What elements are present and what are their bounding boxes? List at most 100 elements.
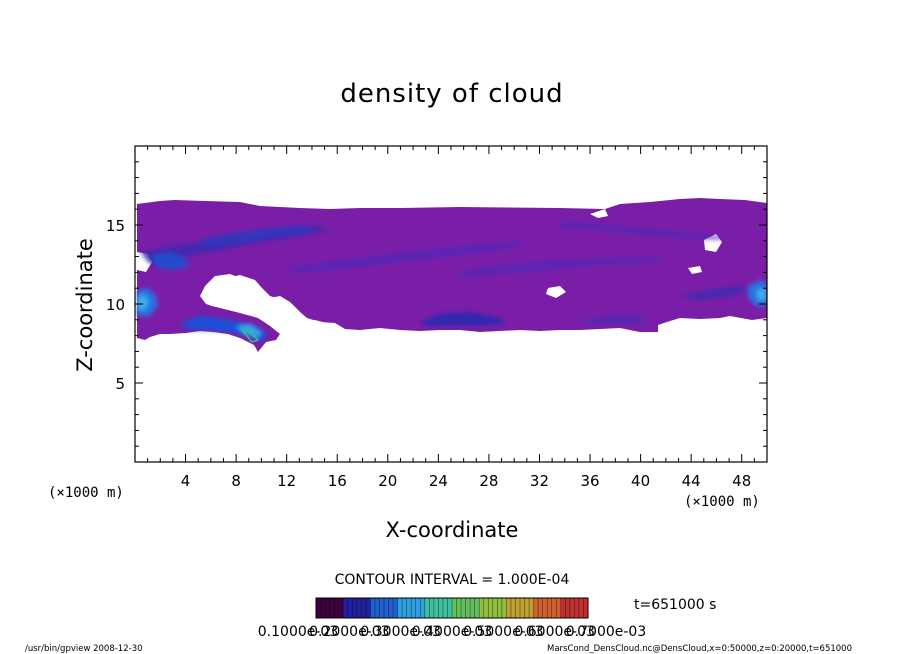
- x-tick-label: 20: [378, 472, 397, 490]
- colorbar-segment: [370, 598, 376, 618]
- colorbar-segment: [447, 598, 453, 618]
- colorbar-segment: [415, 598, 421, 618]
- y-tick-label: 5: [115, 375, 125, 393]
- colorbar-segment: [393, 598, 399, 618]
- colorbar-segment: [411, 598, 417, 618]
- colorbar-segment: [456, 598, 462, 618]
- colorbar-segment: [329, 598, 335, 618]
- colorbar-tick-label: 0.1000e-03: [258, 624, 338, 640]
- colorbar-segment: [510, 598, 516, 618]
- streak-mid-3: [560, 222, 722, 240]
- colorbar-tick-label: 0.6000e-03: [514, 624, 594, 640]
- y-axis-label: Z-coordinate: [73, 238, 97, 372]
- cloud-gap-7: [590, 209, 608, 218]
- core-upper-mid: [200, 226, 312, 248]
- footer-left: /usr/bin/gpview 2008-12-30: [25, 644, 143, 654]
- colorbar-segment: [402, 598, 408, 618]
- colorbar-segment: [334, 598, 340, 618]
- colorbar-segment: [524, 598, 530, 618]
- colorbar-segment: [542, 598, 548, 618]
- colorbar-segment: [474, 598, 480, 618]
- colorbar-tick-label: 0.3000e-03: [360, 624, 440, 640]
- colorbar-segment: [560, 598, 566, 618]
- colorbar-segment: [583, 598, 589, 618]
- colorbar-frame: [315, 597, 589, 619]
- colorbar-segment: [433, 598, 439, 618]
- x-tick-label: 40: [631, 472, 650, 490]
- core-upper-left: [150, 252, 190, 270]
- x-tick-label: 32: [530, 472, 549, 490]
- footer-right: MarsCond_DensCloud.nc@DensCloud,x=0:5000…: [547, 644, 852, 654]
- x-tick-label: 36: [580, 472, 599, 490]
- colorbar-segment: [438, 598, 444, 618]
- colorbar-segment: [488, 598, 494, 618]
- colorbar-tick-label: 0.5000e-03: [463, 624, 543, 640]
- y-tick-label: 10: [106, 296, 125, 314]
- colorbar-tick-label: 0.4000e-03: [412, 624, 492, 640]
- chart-title: density of cloud: [340, 79, 563, 109]
- cloud-gap-3: [546, 286, 566, 298]
- streak-right: [680, 286, 752, 300]
- colorbar-segment: [420, 598, 426, 618]
- colorbar-segment: [374, 598, 380, 618]
- colorbar-segment: [379, 598, 385, 618]
- colorbar-segment: [352, 598, 358, 618]
- colorbar-segment: [397, 598, 403, 618]
- colorbar-segment: [338, 598, 344, 618]
- x-tick-label: 12: [277, 472, 296, 490]
- colorbar-segment: [497, 598, 503, 618]
- x-tick-label: 24: [429, 472, 448, 490]
- colorbar-segment: [384, 598, 390, 618]
- colorbar-segment: [325, 598, 331, 618]
- contour-marker: [239, 328, 260, 343]
- colorbar-segment: [574, 598, 580, 618]
- streak-lower-2: [580, 316, 650, 324]
- colorbar-segment: [556, 598, 562, 618]
- colorbar-segment: [452, 598, 458, 618]
- colorbar-segment: [483, 598, 489, 618]
- colorbar-segment: [520, 598, 526, 618]
- x-tick-label: 48: [732, 472, 751, 490]
- colorbar-segment: [320, 598, 326, 618]
- cloud-gap-1: [210, 275, 304, 322]
- x-unit-left: (×1000 m): [48, 485, 124, 501]
- x-tick-label: 4: [181, 472, 191, 490]
- density-field: [137, 198, 767, 352]
- colorbar-segment: [538, 598, 544, 618]
- colorbar-segment: [406, 598, 412, 618]
- colorbar-segment: [356, 598, 362, 618]
- cloud-gap-2: [303, 320, 340, 336]
- colorbar-segment: [569, 598, 575, 618]
- colorbar-segment: [365, 598, 371, 618]
- cloud-gap-5: [688, 266, 702, 274]
- colorbar-segment: [429, 598, 435, 618]
- colorbar-segment: [461, 598, 467, 618]
- x-axis-label: X-coordinate: [386, 518, 519, 542]
- colorbar-segment: [347, 598, 353, 618]
- colorbar-segment: [442, 598, 448, 618]
- contour-interval-label: CONTOUR INTERVAL = 1.000E-04: [335, 572, 570, 588]
- colorbar-segment: [547, 598, 553, 618]
- axis-ticks: [134, 145, 768, 463]
- x-tick-label: 8: [231, 472, 241, 490]
- colorbar-segment: [492, 598, 498, 618]
- colorbar-labels: 0.1000e-030.2000e-030.3000e-030.4000e-03…: [258, 624, 646, 640]
- core-right-edge-inner: [756, 288, 767, 300]
- x-tick-label: 16: [328, 472, 347, 490]
- streak-mid-1: [290, 242, 525, 273]
- colorbar-segment: [551, 598, 557, 618]
- colorbar-segment: [388, 598, 394, 618]
- colorbar-segment: [533, 598, 539, 618]
- colorbar-segment: [501, 598, 507, 618]
- colorbar-segment: [565, 598, 571, 618]
- colorbar-segment: [361, 598, 367, 618]
- x-tick-label: 28: [479, 472, 498, 490]
- colorbar-segment: [465, 598, 471, 618]
- streak-mid-2: [460, 258, 662, 277]
- colorbar-segment: [343, 598, 349, 618]
- core-left-edge-inner: [137, 295, 149, 310]
- y-tick-labels: 5 10 15: [106, 217, 125, 393]
- x-tick-labels: 4 8 12 16 20 24 28 32 36 40 44 48: [181, 472, 751, 490]
- colorbar-segment: [470, 598, 476, 618]
